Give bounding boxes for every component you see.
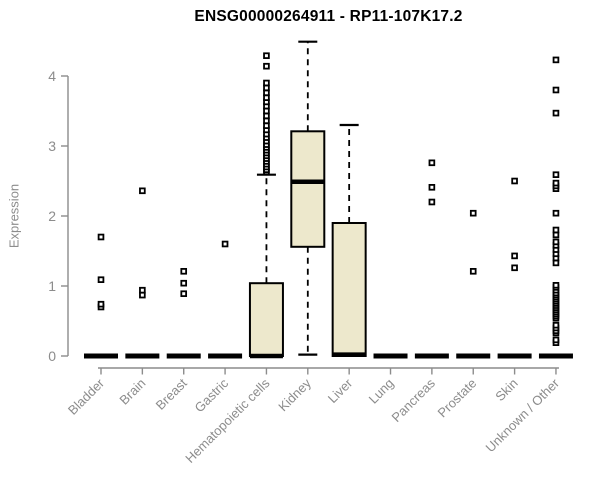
y-tick-label: 3 xyxy=(48,138,56,154)
zero-bar xyxy=(538,353,573,359)
box xyxy=(290,130,326,248)
y-tick-label: 0 xyxy=(48,348,56,364)
x-tick-label: Lung xyxy=(366,376,397,407)
outlier-point xyxy=(139,286,146,294)
outlier-point xyxy=(552,226,560,234)
zero-bar xyxy=(166,353,201,359)
outlier-point xyxy=(552,321,560,329)
outlier-point xyxy=(263,79,270,87)
outlier-point xyxy=(180,279,188,287)
chart-title: ENSG00000264911 - RP11-107K17.2 xyxy=(194,8,463,25)
outlier-point xyxy=(552,56,560,64)
outlier-point xyxy=(180,267,188,275)
outlier-point xyxy=(511,177,518,185)
zero-bar xyxy=(84,353,118,359)
x-tick-label: Skin xyxy=(492,376,520,404)
zero-bar xyxy=(208,353,243,359)
zero-bar xyxy=(456,353,491,359)
outlier-point xyxy=(469,267,477,275)
outlier-point xyxy=(263,52,270,59)
outlier-point xyxy=(552,336,560,344)
outlier-point xyxy=(552,171,560,179)
outlier-point xyxy=(511,252,518,260)
y-tick-label: 1 xyxy=(48,278,56,294)
zero-bar xyxy=(414,353,449,359)
outlier-point xyxy=(552,238,560,246)
outlier-point xyxy=(552,86,560,94)
x-tick-label: Pancreas xyxy=(389,375,439,425)
outlier-point xyxy=(552,209,560,217)
x-tick-label: Liver xyxy=(325,375,356,406)
outlier-point xyxy=(221,240,229,248)
zero-bar xyxy=(497,353,532,359)
outlier-point xyxy=(428,198,436,206)
box xyxy=(331,222,367,357)
zero-bar xyxy=(125,353,160,359)
outlier-point xyxy=(97,300,105,308)
y-tick-label: 2 xyxy=(48,208,56,224)
box xyxy=(248,282,284,358)
y-tick-label: 4 xyxy=(48,68,56,84)
x-tick-label: Gastric xyxy=(191,375,231,415)
outlier-point xyxy=(97,233,105,241)
outlier-point xyxy=(428,183,436,191)
outlier-point xyxy=(511,264,518,272)
outlier-point xyxy=(139,187,146,195)
outlier-point xyxy=(552,109,560,117)
outlier-point xyxy=(552,179,560,187)
x-tick-label: Kidney xyxy=(275,375,314,414)
x-tick-label: Brain xyxy=(116,376,148,408)
zero-bar xyxy=(373,353,408,359)
x-tick-label: Bladder xyxy=(65,375,108,418)
outlier-point xyxy=(552,281,560,289)
x-tick-label: Prostate xyxy=(435,376,480,421)
outlier-point xyxy=(469,209,477,217)
outlier-point xyxy=(428,159,436,167)
outlier-point xyxy=(263,62,270,70)
outlier-point xyxy=(97,276,105,283)
x-tick-label: Breast xyxy=(153,375,190,412)
outlier-point xyxy=(180,290,188,297)
x-tick-label: Unknown / Other xyxy=(482,375,562,455)
